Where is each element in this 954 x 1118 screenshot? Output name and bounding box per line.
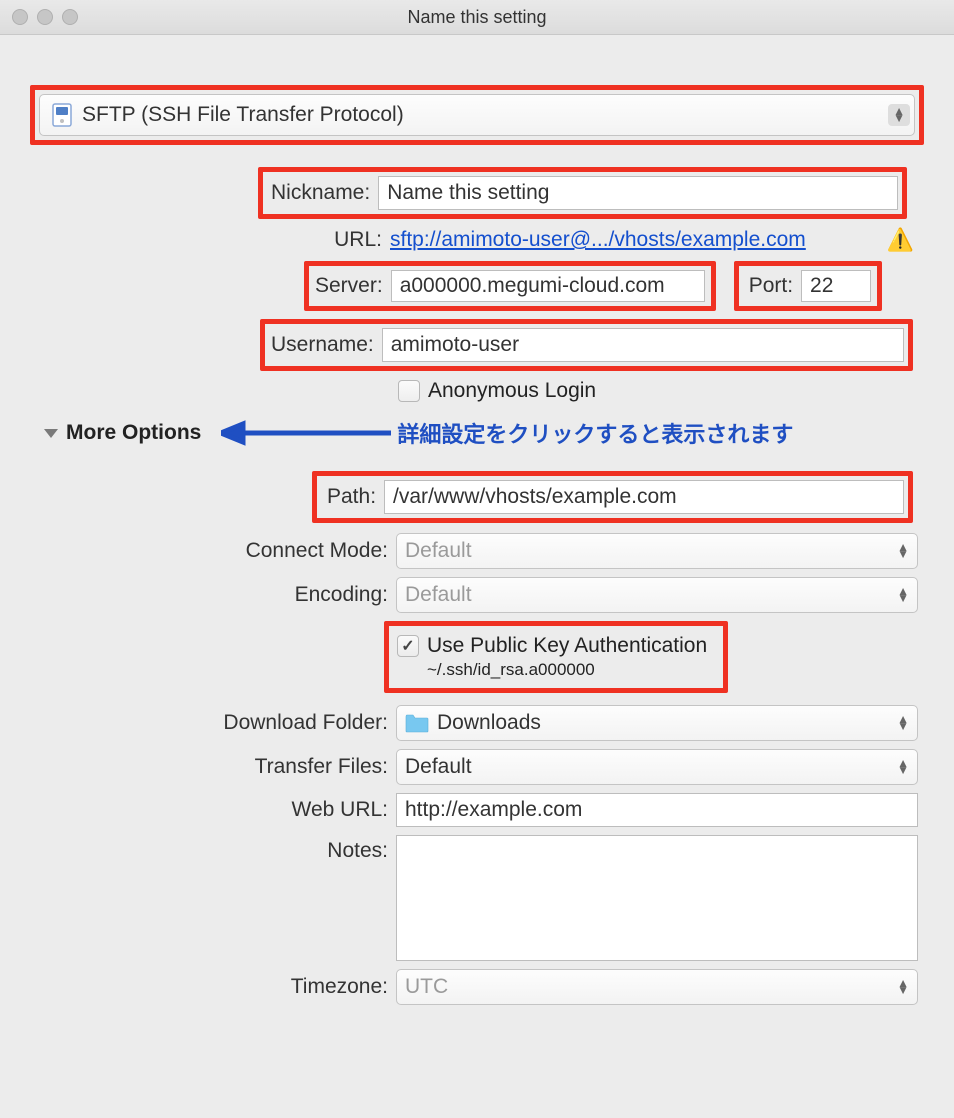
folder-icon <box>405 713 429 733</box>
protocol-select[interactable]: SFTP (SSH File Transfer Protocol) ▲▼ <box>39 94 915 136</box>
nickname-input[interactable] <box>378 176 898 210</box>
chevron-updown-icon: ▲▼ <box>893 588 913 602</box>
download-folder-select[interactable]: Downloads ▲▼ <box>396 705 918 741</box>
username-input[interactable] <box>382 328 904 362</box>
warning-icon: ⚠️ <box>887 227 914 253</box>
transfer-files-label: Transfer Files: <box>10 755 396 779</box>
anonymous-label: Anonymous Login <box>428 379 596 403</box>
port-label: Port: <box>749 274 801 298</box>
annotation-text: 詳細設定をクリックすると表示されます <box>397 417 793 449</box>
chevron-updown-icon: ▲▼ <box>893 544 913 558</box>
protocol-value: SFTP (SSH File Transfer Protocol) <box>82 103 404 127</box>
encoding-select[interactable]: Default ▲▼ <box>396 577 918 613</box>
public-key-label: Use Public Key Authentication <box>427 634 707 658</box>
more-options-label: More Options <box>66 421 201 445</box>
notes-label: Notes: <box>10 835 396 863</box>
url-link[interactable]: sftp://amimoto-user@.../vhosts/example.c… <box>390 228 806 252</box>
server-input[interactable] <box>391 270 705 302</box>
chevron-updown-icon: ▲▼ <box>893 716 913 730</box>
public-key-path: ~/.ssh/id_rsa.a000000 <box>427 660 707 680</box>
connect-mode-select[interactable]: Default ▲▼ <box>396 533 918 569</box>
timezone-value: UTC <box>405 975 448 999</box>
anonymous-checkbox[interactable] <box>398 380 420 402</box>
transfer-files-value: Default <box>405 755 472 779</box>
username-label: Username: <box>271 333 382 357</box>
path-input[interactable] <box>384 480 904 514</box>
port-input[interactable] <box>801 270 871 302</box>
path-label: Path: <box>327 485 384 509</box>
window-title: Name this setting <box>0 7 954 28</box>
chevron-updown-icon: ▲▼ <box>893 760 913 774</box>
download-folder-label: Download Folder: <box>10 711 396 735</box>
chevron-updown-icon: ▲▼ <box>893 980 913 994</box>
server-label: Server: <box>315 274 391 298</box>
timezone-label: Timezone: <box>10 975 396 999</box>
encoding-value: Default <box>405 583 472 607</box>
download-folder-value: Downloads <box>437 711 541 735</box>
encoding-label: Encoding: <box>10 583 396 607</box>
protocol-highlight: SFTP (SSH File Transfer Protocol) ▲▼ <box>30 85 924 145</box>
connect-mode-label: Connect Mode: <box>10 539 396 563</box>
web-url-label: Web URL: <box>10 798 396 822</box>
transfer-files-select[interactable]: Default ▲▼ <box>396 749 918 785</box>
connect-mode-value: Default <box>405 539 472 563</box>
more-options-toggle[interactable]: More Options <box>44 421 201 445</box>
public-key-checkbox[interactable] <box>397 635 419 657</box>
url-label: URL: <box>10 228 390 252</box>
chevron-updown-icon: ▲▼ <box>888 104 910 126</box>
web-url-input[interactable] <box>396 793 918 827</box>
disk-icon <box>48 101 76 129</box>
disclosure-triangle-icon <box>44 429 58 438</box>
nickname-label: Nickname: <box>271 181 378 205</box>
notes-textarea[interactable] <box>396 835 918 961</box>
timezone-select[interactable]: UTC ▲▼ <box>396 969 918 1005</box>
titlebar: Name this setting <box>0 0 954 35</box>
arrow-icon <box>221 418 391 448</box>
